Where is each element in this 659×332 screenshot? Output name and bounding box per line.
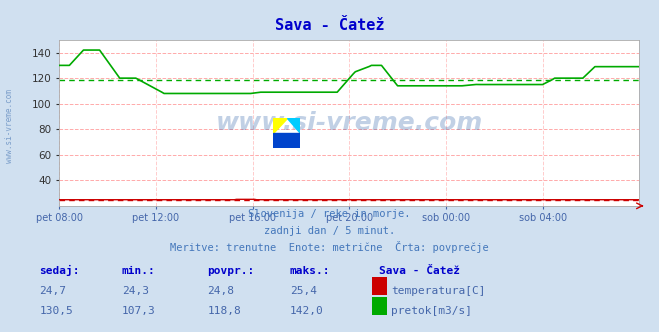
Polygon shape — [273, 118, 287, 133]
Text: 142,0: 142,0 — [290, 306, 324, 316]
Text: maks.:: maks.: — [290, 266, 330, 276]
Text: povpr.:: povpr.: — [208, 266, 255, 276]
Text: 118,8: 118,8 — [208, 306, 241, 316]
Text: 24,7: 24,7 — [40, 286, 67, 296]
Text: www.si-vreme.com: www.si-vreme.com — [5, 89, 14, 163]
Polygon shape — [287, 118, 300, 133]
Text: min.:: min.: — [122, 266, 156, 276]
Text: Sava - Čatež: Sava - Čatež — [379, 266, 460, 276]
Text: sedaj:: sedaj: — [40, 265, 80, 276]
Text: Meritve: trenutne  Enote: metrične  Črta: povprečje: Meritve: trenutne Enote: metrične Črta: … — [170, 241, 489, 253]
Text: zadnji dan / 5 minut.: zadnji dan / 5 minut. — [264, 226, 395, 236]
Text: pretok[m3/s]: pretok[m3/s] — [391, 306, 473, 316]
Polygon shape — [273, 133, 300, 148]
Text: 24,8: 24,8 — [208, 286, 235, 296]
Text: Slovenija / reke in morje.: Slovenija / reke in morje. — [248, 209, 411, 219]
Text: 107,3: 107,3 — [122, 306, 156, 316]
Text: Sava - Čatež: Sava - Čatež — [275, 18, 384, 33]
Text: www.si-vreme.com: www.si-vreme.com — [215, 111, 483, 135]
Text: temperatura[C]: temperatura[C] — [391, 286, 486, 296]
Text: 130,5: 130,5 — [40, 306, 73, 316]
Text: 24,3: 24,3 — [122, 286, 149, 296]
Text: 25,4: 25,4 — [290, 286, 317, 296]
